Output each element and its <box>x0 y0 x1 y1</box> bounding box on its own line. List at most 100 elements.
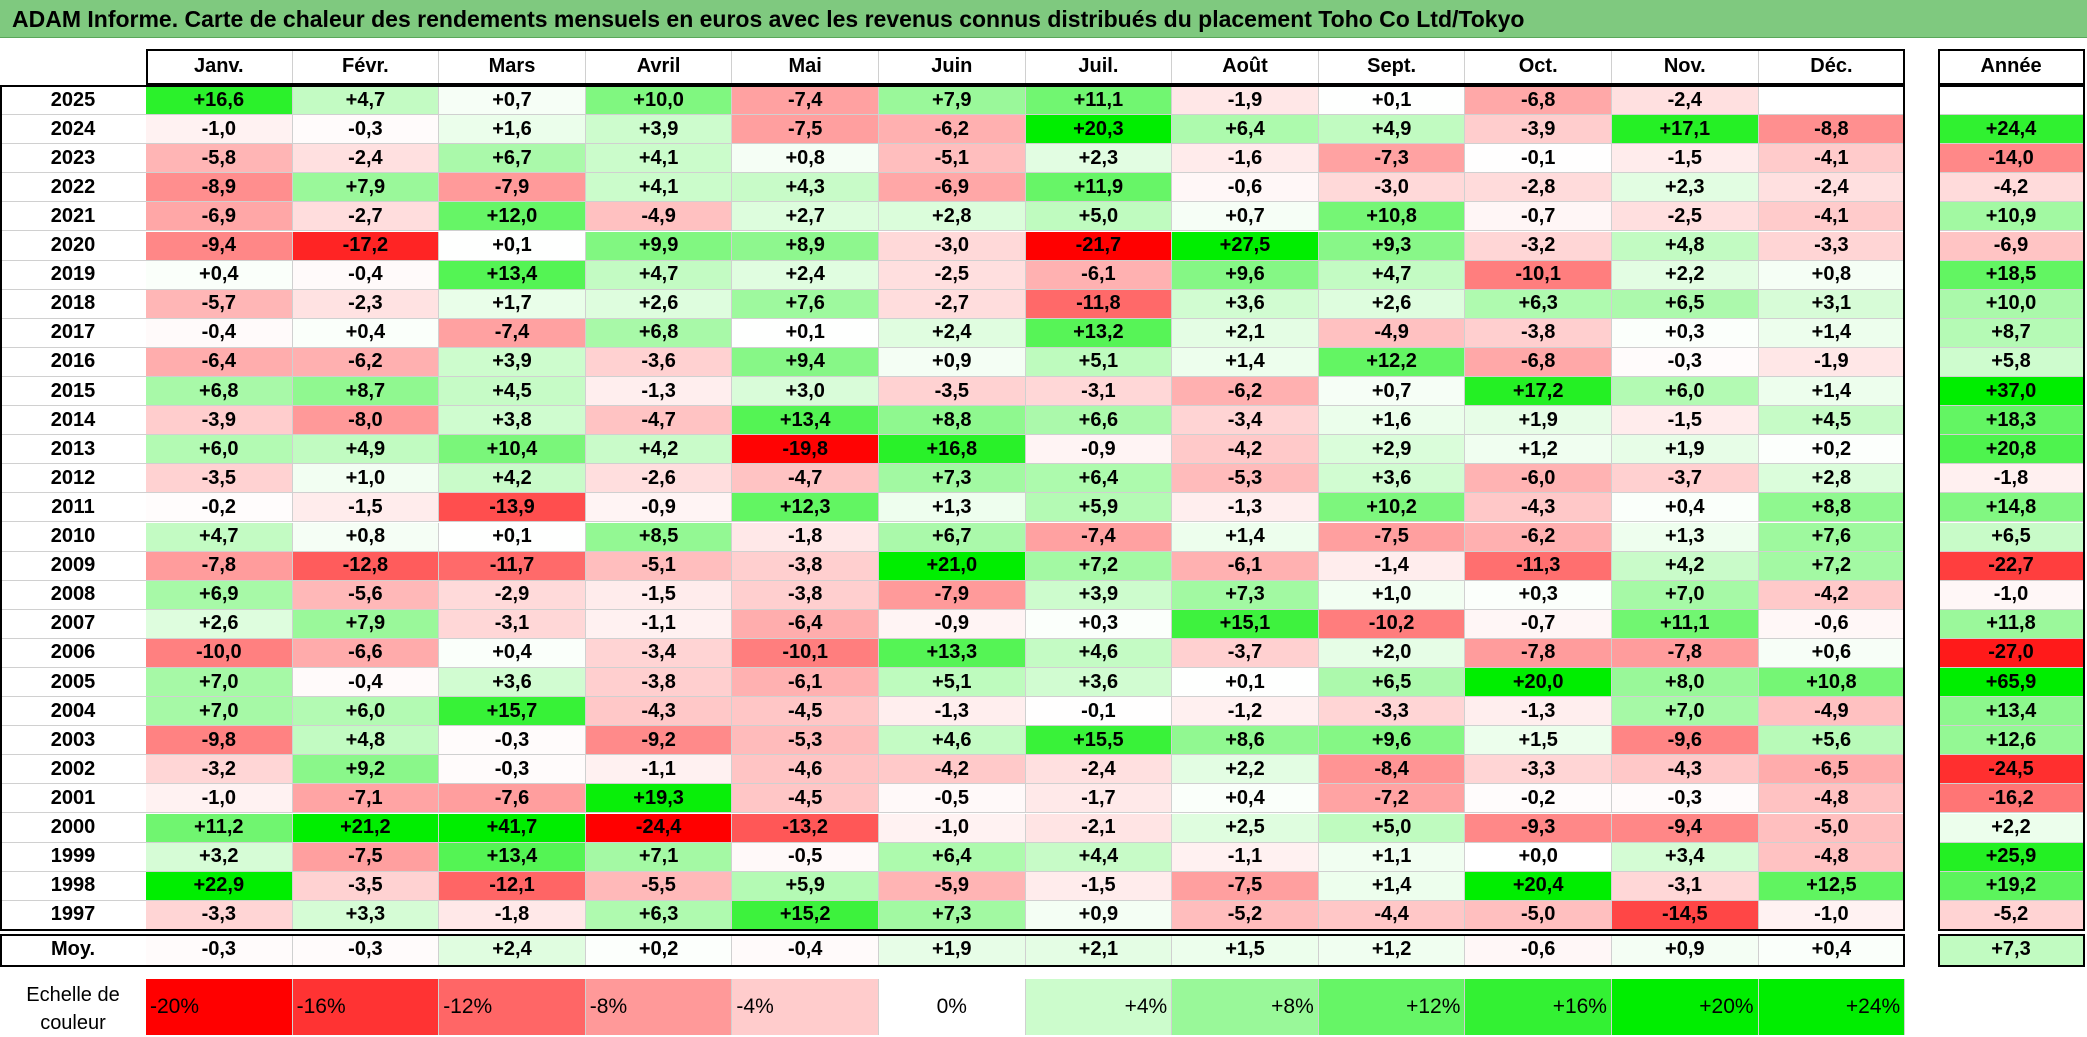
heatmap-cell: +4,7 <box>292 86 440 116</box>
annual-cell: -16,2 <box>1938 784 2085 814</box>
heatmap-cell: +4,7 <box>1318 260 1466 290</box>
heatmap-cell: -7,3 <box>1318 144 1466 174</box>
heatmap-cell: -7,5 <box>1172 871 1319 901</box>
heatmap-cell: -24,4 <box>585 813 733 843</box>
heatmap-cell: -3,8 <box>1465 318 1612 348</box>
heatmap-cell: +4,5 <box>439 377 586 407</box>
heatmap-cell: +2,5 <box>1172 813 1319 843</box>
heatmap-cell: -4,3 <box>1465 493 1612 523</box>
annual-cell: +10,0 <box>1938 289 2085 319</box>
heatmap-cell: -1,1 <box>585 755 733 785</box>
heatmap-cell: -4,8 <box>1758 784 1906 814</box>
heatmap-cell: +3,0 <box>732 377 879 407</box>
heatmap-cell: +7,1 <box>585 842 733 872</box>
heatmap-cell: +7,3 <box>879 464 1026 494</box>
heatmap-cell: +2,2 <box>1172 755 1319 785</box>
heatmap-cell: -5,7 <box>146 289 293 319</box>
legend-label: +8% <box>1271 995 1314 1018</box>
heatmap-cell: +9,2 <box>292 755 440 785</box>
heatmap-cell: -7,1 <box>292 784 440 814</box>
heatmap-cell: -0,1 <box>1465 144 1612 174</box>
heatmap-cell: +1,0 <box>292 464 440 494</box>
heatmap-cell: +7,0 <box>146 668 293 698</box>
heatmap-cell: -9,8 <box>146 726 293 756</box>
heatmap-cell: +5,0 <box>1318 813 1466 843</box>
year-label: 2024 <box>0 115 146 145</box>
heatmap-cell: +11,1 <box>1612 609 1759 639</box>
heatmap-cell: +6,9 <box>146 580 293 610</box>
heatmap-cell: -1,5 <box>1025 871 1173 901</box>
heatmap-cell: +7,3 <box>879 900 1026 930</box>
heatmap-cell: -5,2 <box>1172 900 1319 930</box>
heatmap-cell: +8,6 <box>1172 726 1319 756</box>
chart-title: ADAM Informe. Carte de chaleur des rende… <box>0 0 2087 38</box>
heatmap-cell: -11,3 <box>1465 551 1612 581</box>
heatmap-cell: +5,9 <box>1025 493 1173 523</box>
heatmap-cell: +2,1 <box>1172 318 1319 348</box>
heatmap-cell: +10,8 <box>1758 668 1906 698</box>
heatmap-cell: -8,4 <box>1318 755 1466 785</box>
heatmap-cell: +6,5 <box>1318 668 1466 698</box>
heatmap-cell: +2,3 <box>1025 144 1173 174</box>
heatmap-cell: +2,6 <box>146 609 293 639</box>
annual-header: Année <box>1938 49 2085 85</box>
heatmap-cell: -0,3 <box>1612 784 1759 814</box>
heatmap-cell: +0,1 <box>732 318 879 348</box>
heatmap-cell: -0,9 <box>585 493 733 523</box>
heatmap-cell: -0,3 <box>1612 347 1759 377</box>
legend-swatch: -12% <box>439 979 586 1035</box>
year-label: 2010 <box>0 522 146 552</box>
heatmap-cell: -2,7 <box>879 289 1026 319</box>
heatmap-cell: -0,3 <box>292 115 440 145</box>
heatmap-cell: -3,3 <box>1758 231 1906 261</box>
heatmap-cell: -4,4 <box>1318 900 1466 930</box>
legend-label: -8% <box>589 995 628 1018</box>
legend-label: +12% <box>1406 995 1461 1018</box>
heatmap-cell: -10,0 <box>146 638 293 668</box>
year-label: 2006 <box>0 638 146 668</box>
legend-swatch: -8% <box>585 979 733 1035</box>
heatmap-cell: -1,0 <box>1758 900 1906 930</box>
year-label: 2001 <box>0 784 146 814</box>
heatmap-cell: +8,0 <box>1612 668 1759 698</box>
month-header: Mars <box>439 49 586 85</box>
heatmap-cell: +0,6 <box>1758 638 1906 668</box>
heatmap-cell: -13,9 <box>439 493 586 523</box>
heatmap-cell: -13,2 <box>732 813 879 843</box>
month-header: Sept. <box>1318 49 1466 85</box>
heatmap-cell: -4,9 <box>1318 318 1466 348</box>
heatmap-cell: +1,3 <box>1612 522 1759 552</box>
annual-cell: -6,9 <box>1938 231 2085 261</box>
heatmap-cell: -5,8 <box>146 144 293 174</box>
heatmap-cell: -0,3 <box>439 755 586 785</box>
year-label: 1999 <box>0 842 146 872</box>
heatmap-cell: -1,3 <box>585 377 733 407</box>
annual-cell: +20,8 <box>1938 435 2085 465</box>
annual-cell: +19,2 <box>1938 871 2085 901</box>
heatmap-cell: +4,9 <box>292 435 440 465</box>
heatmap-cell: +3,6 <box>439 668 586 698</box>
heatmap-cell: +0,9 <box>1025 900 1173 930</box>
heatmap-cell: +6,4 <box>1172 115 1319 145</box>
heatmap-cell: -6,0 <box>1465 464 1612 494</box>
heatmap-cell: +7,2 <box>1758 551 1906 581</box>
month-header: Août <box>1172 49 1319 85</box>
heatmap-cell: +4,5 <box>1758 406 1906 436</box>
legend-swatch: +12% <box>1318 979 1466 1035</box>
heatmap-cell: -4,5 <box>732 784 879 814</box>
heatmap-cell: +9,3 <box>1318 231 1466 261</box>
heatmap-cell: -2,4 <box>292 144 440 174</box>
heatmap-cell: +0,2 <box>1758 435 1906 465</box>
heatmap-cell: +11,2 <box>146 813 293 843</box>
heatmap-cell: -4,7 <box>585 406 733 436</box>
year-label: 2008 <box>0 580 146 610</box>
average-cell: +0,4 <box>1758 934 1906 966</box>
heatmap-cell: -8,0 <box>292 406 440 436</box>
heatmap-cell: +4,7 <box>146 522 293 552</box>
annual-cell: +14,8 <box>1938 493 2085 523</box>
annual-cell: +2,2 <box>1938 813 2085 843</box>
heatmap-cell: -3,2 <box>1465 231 1612 261</box>
heatmap-cell: +2,8 <box>879 202 1026 232</box>
heatmap-cell: +1,4 <box>1758 318 1906 348</box>
heatmap-cell: +13,4 <box>439 842 586 872</box>
